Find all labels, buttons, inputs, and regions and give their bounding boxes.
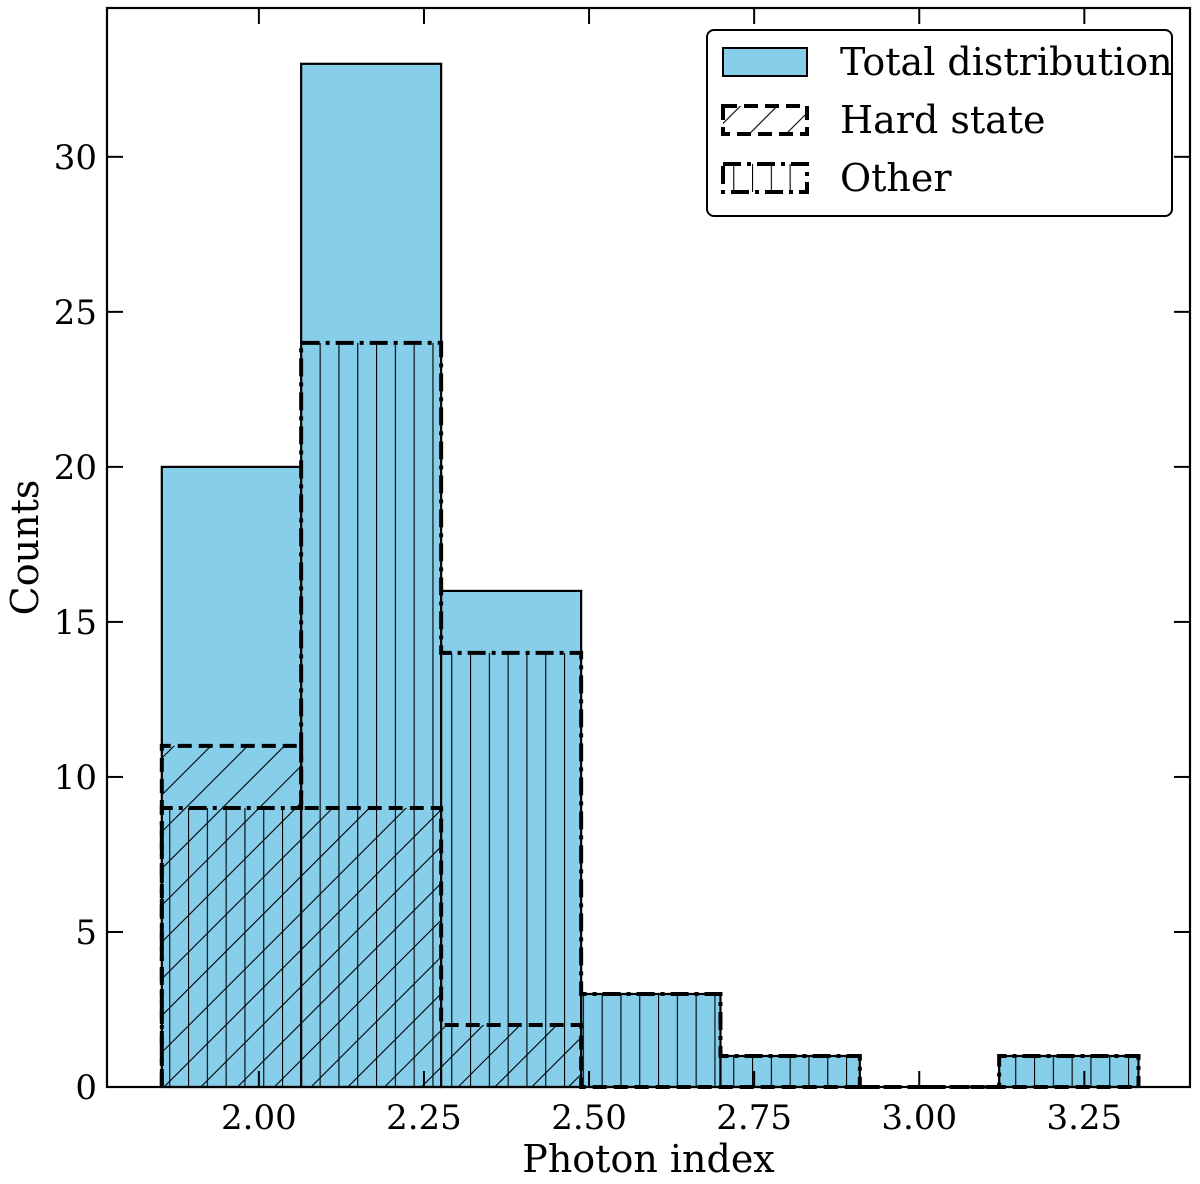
y-tick-label: 0 (75, 1068, 97, 1108)
legend-swatch-2 (721, 162, 809, 194)
other-bar-3 (581, 993, 721, 1087)
y-tick-label: 30 (54, 138, 97, 178)
y-axis-label: Counts (3, 480, 47, 616)
x-tick-label: 3.00 (881, 1098, 957, 1138)
other-bar-1 (301, 342, 442, 1087)
legend-box (706, 29, 1173, 217)
legend: Total distribution Hard state Other (706, 29, 1173, 217)
other-outline (159, 340, 1141, 1089)
other-bar-2 (441, 652, 582, 1087)
legend-label-0: Total distribution (840, 40, 1173, 84)
legend-swatch-0 (722, 47, 808, 77)
other-bar-6 (999, 1055, 1139, 1087)
legend-swatch-1 (721, 104, 809, 136)
x-tick-label: 2.50 (551, 1098, 627, 1138)
x-tick-label: 3.25 (1046, 1098, 1122, 1138)
y-tick-label: 25 (54, 293, 97, 333)
plot-frame (105, 6, 1192, 1089)
y-tick-label: 15 (54, 603, 97, 643)
other-bars (159, 340, 1141, 1089)
x-tick-label: 2.75 (716, 1098, 792, 1138)
x-tick-label: 2.25 (386, 1098, 462, 1138)
legend-label-1: Hard state (840, 98, 1046, 142)
y-tick-label: 20 (54, 448, 97, 488)
y-tick-label: 10 (54, 758, 97, 798)
axes: 2.00 2.25 2.50 2.75 3.00 3.25 0 5 10 15 20 25 30 Phot… (3, 6, 1192, 1181)
x-axis-label: Photon index (522, 1137, 775, 1181)
y-tick-label: 5 (75, 913, 97, 953)
legend-label-2: Other (840, 156, 952, 200)
other-bar-4 (720, 1055, 860, 1087)
other-bar-0 (161, 807, 302, 1087)
x-tick-label: 2.00 (221, 1098, 297, 1138)
